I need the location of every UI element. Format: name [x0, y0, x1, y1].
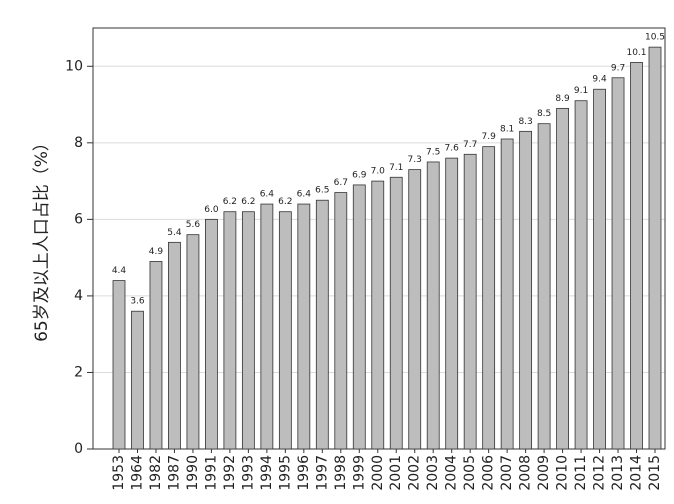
x-tick-label: 2003 [425, 455, 441, 491]
bar [574, 100, 588, 450]
data-label: 5.6 [186, 220, 201, 230]
data-label: 6.2 [241, 197, 255, 207]
x-tick-label: 1993 [240, 455, 256, 491]
bar [611, 77, 625, 450]
data-label: 7.1 [389, 163, 403, 173]
x-tick-label: 1995 [277, 455, 293, 491]
data-label: 6.2 [278, 197, 292, 207]
data-label: 6.0 [204, 205, 219, 215]
data-label: 4.4 [112, 266, 127, 276]
x-tick-label: 2015 [647, 455, 663, 491]
y-tick-label: 2 [74, 364, 83, 380]
bar [186, 234, 200, 450]
data-label: 8.3 [518, 117, 532, 127]
bar [112, 280, 126, 450]
data-label: 7.5 [426, 147, 440, 157]
x-tick-label: 2008 [518, 455, 534, 491]
bar [630, 62, 643, 450]
data-label: 7.7 [463, 140, 477, 150]
data-label: 7.3 [408, 155, 422, 165]
data-label: 6.4 [297, 190, 312, 200]
x-tick-label: 1987 [166, 455, 182, 491]
x-tick-label: 2001 [388, 455, 404, 491]
data-label: 7.0 [371, 167, 386, 177]
x-tick-label: 2011 [573, 455, 589, 491]
bar [519, 130, 533, 450]
x-tick-label: 2006 [481, 455, 497, 491]
bar [205, 218, 218, 450]
x-tick-label: 1991 [203, 455, 219, 491]
x-tick-label: 1996 [296, 455, 312, 491]
x-tick-label: 1994 [259, 455, 275, 491]
data-label: 8.5 [537, 109, 551, 119]
x-tick-label: 2002 [407, 455, 423, 491]
data-label: 7.6 [445, 144, 460, 154]
x-tick-label: 1992 [222, 455, 238, 491]
bar [408, 169, 422, 450]
data-label: 4.9 [149, 247, 164, 257]
data-label: 9.4 [592, 75, 607, 85]
y-tick-label: 10 [65, 58, 83, 74]
x-tick-label: 2005 [462, 455, 478, 491]
y-tick-label: 0 [74, 441, 83, 457]
y-tick-label: 6 [74, 211, 83, 227]
data-label: 10.5 [645, 33, 665, 43]
bar [168, 241, 181, 450]
x-tick-label: 1953 [111, 455, 127, 491]
bar [260, 203, 274, 450]
bar [593, 88, 606, 450]
data-label: 9.1 [574, 86, 588, 96]
bar [278, 211, 292, 450]
x-tick-label: 2010 [555, 455, 571, 491]
data-label: 7.9 [481, 132, 496, 142]
x-tick-label: 1982 [148, 455, 164, 491]
bar [500, 138, 514, 450]
x-tick-label: 2000 [370, 455, 386, 491]
data-label: 3.6 [130, 297, 145, 307]
x-tick-label: 2013 [610, 455, 626, 491]
x-tick-label: 1999 [351, 455, 367, 491]
bar [648, 46, 662, 450]
x-tick-label: 2012 [592, 455, 608, 491]
data-label: 10.1 [626, 48, 646, 58]
bar [352, 184, 366, 450]
data-label: 6.5 [315, 186, 329, 196]
bar [463, 153, 477, 450]
bar [426, 161, 440, 450]
x-tick-label: 2004 [444, 455, 460, 491]
bar [149, 261, 163, 450]
bar [241, 211, 255, 450]
data-label: 6.9 [352, 170, 367, 180]
data-label: 6.7 [334, 178, 348, 188]
data-label: 9.7 [611, 63, 625, 73]
x-tick-label: 1998 [333, 455, 349, 491]
bar [389, 176, 403, 450]
data-label: 6.4 [260, 190, 275, 200]
x-tick-label: 2014 [629, 455, 645, 491]
data-label: 8.1 [500, 124, 514, 134]
data-label: 8.9 [555, 94, 570, 104]
bar [223, 211, 237, 450]
y-tick-label: 8 [74, 135, 83, 151]
bar [131, 310, 144, 450]
x-tick-label: 1997 [314, 455, 330, 491]
x-tick-label: 2009 [536, 455, 552, 491]
x-tick-label: 1964 [129, 455, 145, 491]
data-label: 5.4 [167, 228, 182, 238]
x-tick-label: 1990 [185, 455, 201, 491]
y-tick-label: 4 [74, 288, 83, 304]
bar [371, 180, 385, 450]
bar [334, 192, 348, 450]
bar [297, 203, 311, 450]
bar [315, 199, 329, 450]
bar [537, 123, 551, 450]
x-tick-label: 2007 [499, 455, 515, 491]
bar [556, 107, 569, 450]
bar [482, 146, 496, 450]
y-axis-label: 65岁及以上人口占比（%） [32, 134, 52, 342]
data-label: 6.2 [223, 197, 237, 207]
bar [445, 157, 459, 450]
